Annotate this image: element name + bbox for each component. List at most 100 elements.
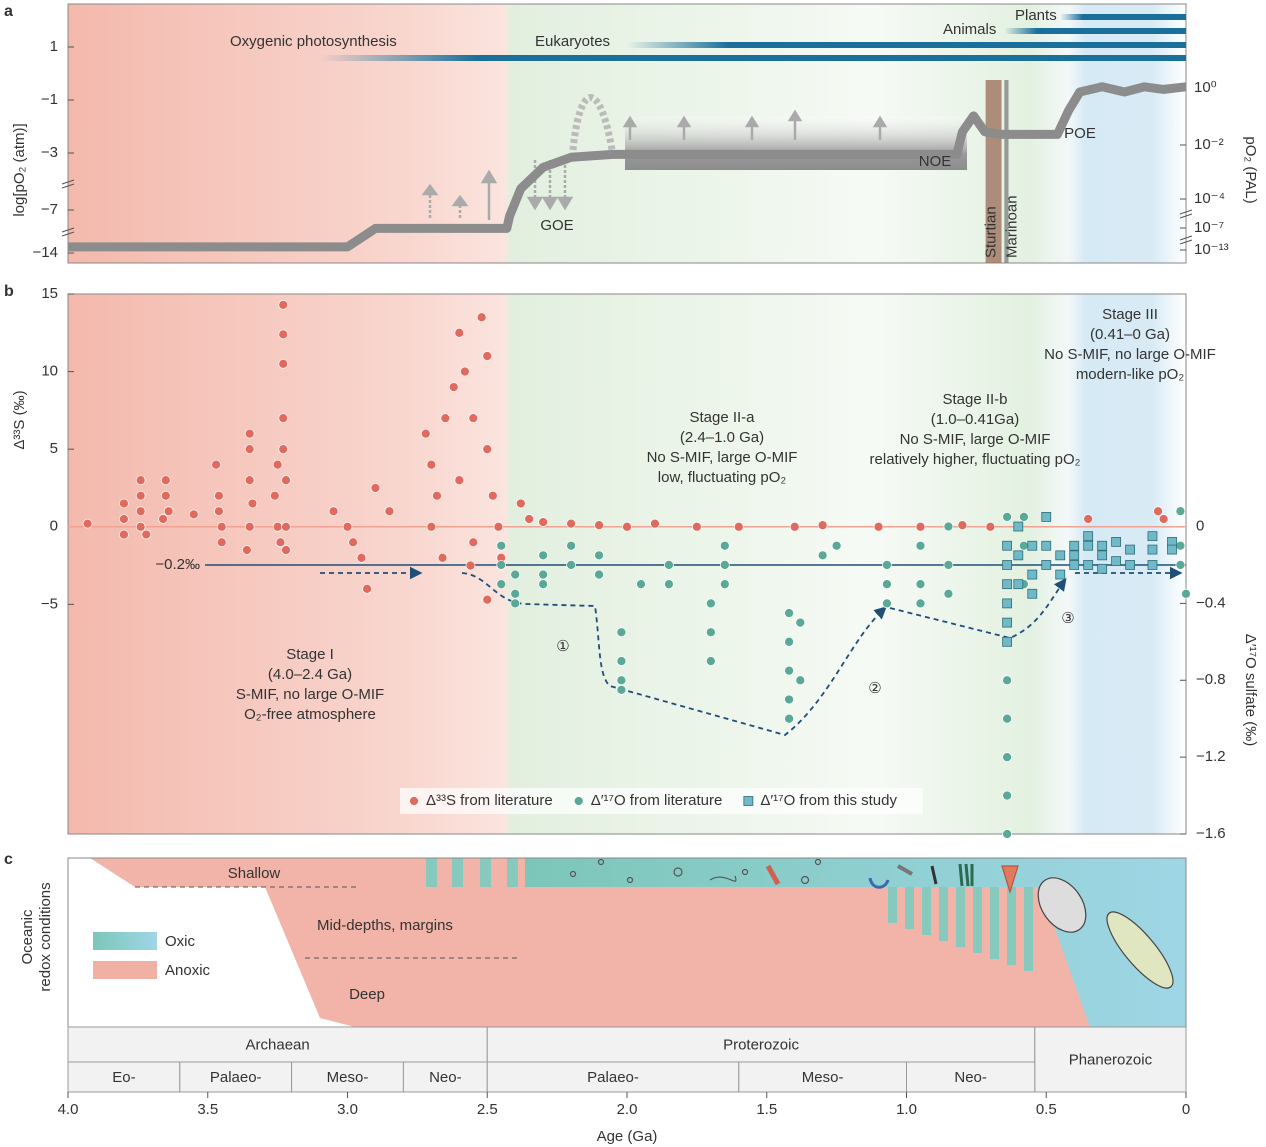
data-point bbox=[692, 521, 702, 532]
data-point bbox=[432, 490, 442, 501]
era-label: Eo- bbox=[112, 1069, 135, 1086]
data-point bbox=[538, 569, 549, 580]
y2-axis-label: pO₂ (PAL) bbox=[1242, 136, 1259, 203]
data-point bbox=[216, 537, 227, 548]
glaciation-band bbox=[1004, 80, 1009, 263]
data-point bbox=[348, 537, 358, 548]
eon-label: Phanerozoic bbox=[1069, 1051, 1153, 1068]
data-point bbox=[482, 594, 493, 605]
data-point bbox=[141, 529, 152, 540]
data-point bbox=[943, 560, 954, 570]
data-point bbox=[1147, 544, 1158, 555]
data-point bbox=[873, 521, 884, 532]
era-label: Palaeo- bbox=[210, 1069, 262, 1086]
data-point bbox=[482, 351, 493, 361]
data-point bbox=[482, 444, 493, 455]
data-point bbox=[426, 459, 437, 470]
data-point bbox=[1097, 563, 1108, 574]
data-point bbox=[281, 521, 291, 532]
data-point bbox=[278, 358, 289, 369]
data-point bbox=[566, 518, 576, 529]
data-point bbox=[594, 569, 604, 580]
y-axis-label: log[pO₂ (atm)] bbox=[11, 123, 28, 216]
data-point bbox=[1055, 550, 1066, 561]
data-point bbox=[1002, 713, 1012, 724]
data-point bbox=[733, 521, 744, 532]
lineage-bar bbox=[319, 55, 1186, 61]
data-point bbox=[538, 550, 549, 561]
data-point bbox=[82, 518, 93, 529]
data-point bbox=[566, 540, 576, 551]
data-point bbox=[784, 665, 794, 676]
data-point bbox=[784, 636, 794, 647]
data-point bbox=[622, 521, 632, 532]
eon-label: Proterozoic bbox=[723, 1036, 799, 1053]
data-point bbox=[1041, 512, 1052, 522]
data-point bbox=[135, 475, 146, 486]
y2-tick-label: 0 bbox=[1196, 517, 1204, 534]
panel-a-frame bbox=[67, 3, 1187, 264]
data-point bbox=[119, 498, 129, 509]
data-point bbox=[1083, 540, 1094, 551]
data-point bbox=[510, 598, 521, 609]
data-point bbox=[437, 552, 448, 563]
data-point bbox=[1153, 506, 1163, 517]
data-point bbox=[1013, 579, 1024, 590]
data-point bbox=[616, 685, 627, 695]
event-label: GOE bbox=[540, 217, 573, 234]
stage-text: (2.4–1.0 Ga) bbox=[680, 429, 764, 446]
data-point bbox=[1111, 537, 1122, 547]
data-point bbox=[244, 444, 255, 455]
era-label: Neo- bbox=[429, 1069, 462, 1086]
data-point bbox=[524, 514, 535, 524]
data-point bbox=[460, 366, 470, 377]
y-tick-label: 1 bbox=[50, 38, 58, 55]
era-label: Meso- bbox=[327, 1069, 369, 1086]
legend-marker bbox=[573, 796, 584, 806]
data-point bbox=[510, 588, 521, 599]
data-point bbox=[281, 545, 291, 555]
data-point bbox=[1002, 636, 1013, 647]
data-point bbox=[1002, 790, 1012, 801]
data-point bbox=[831, 540, 842, 551]
data-point bbox=[784, 713, 794, 724]
y2-tick-label: 10⁻⁴ bbox=[1194, 190, 1225, 207]
data-point bbox=[278, 300, 289, 310]
lineage-bar bbox=[1004, 28, 1186, 34]
data-point bbox=[1002, 598, 1013, 609]
data-point bbox=[650, 518, 660, 529]
era-cell bbox=[402, 1061, 488, 1093]
data-point bbox=[278, 413, 289, 423]
data-point bbox=[426, 521, 437, 532]
data-point bbox=[356, 552, 367, 563]
data-point bbox=[1013, 550, 1024, 561]
panel-label: b bbox=[4, 283, 14, 300]
data-point bbox=[496, 579, 507, 590]
era-label: Neo- bbox=[954, 1069, 987, 1086]
data-point bbox=[1002, 752, 1012, 762]
y-tick-label: 15 bbox=[41, 285, 58, 302]
data-point bbox=[985, 521, 996, 532]
legend-label: Oxic bbox=[165, 933, 196, 950]
data-point bbox=[1125, 544, 1135, 555]
data-point bbox=[510, 569, 521, 580]
data-point bbox=[278, 444, 289, 455]
data-point bbox=[188, 509, 199, 520]
data-point bbox=[1002, 829, 1012, 839]
data-point bbox=[214, 506, 224, 517]
era-cell bbox=[906, 1061, 1036, 1093]
lineage-label: Animals bbox=[943, 21, 996, 38]
data-point bbox=[244, 428, 255, 439]
data-point bbox=[119, 529, 129, 540]
y-tick-label: 5 bbox=[50, 440, 58, 457]
data-point bbox=[538, 517, 549, 527]
data-point bbox=[664, 579, 674, 590]
y-tick-label: −14 bbox=[33, 244, 58, 261]
y2-tick-label: −0.8 bbox=[1196, 671, 1226, 688]
data-point bbox=[1019, 540, 1029, 551]
data-point bbox=[515, 498, 526, 509]
data-point bbox=[468, 537, 479, 548]
y-tick-label: −7 bbox=[41, 201, 58, 218]
data-point bbox=[719, 579, 730, 590]
x-tick-label: 0 bbox=[1182, 1101, 1190, 1118]
